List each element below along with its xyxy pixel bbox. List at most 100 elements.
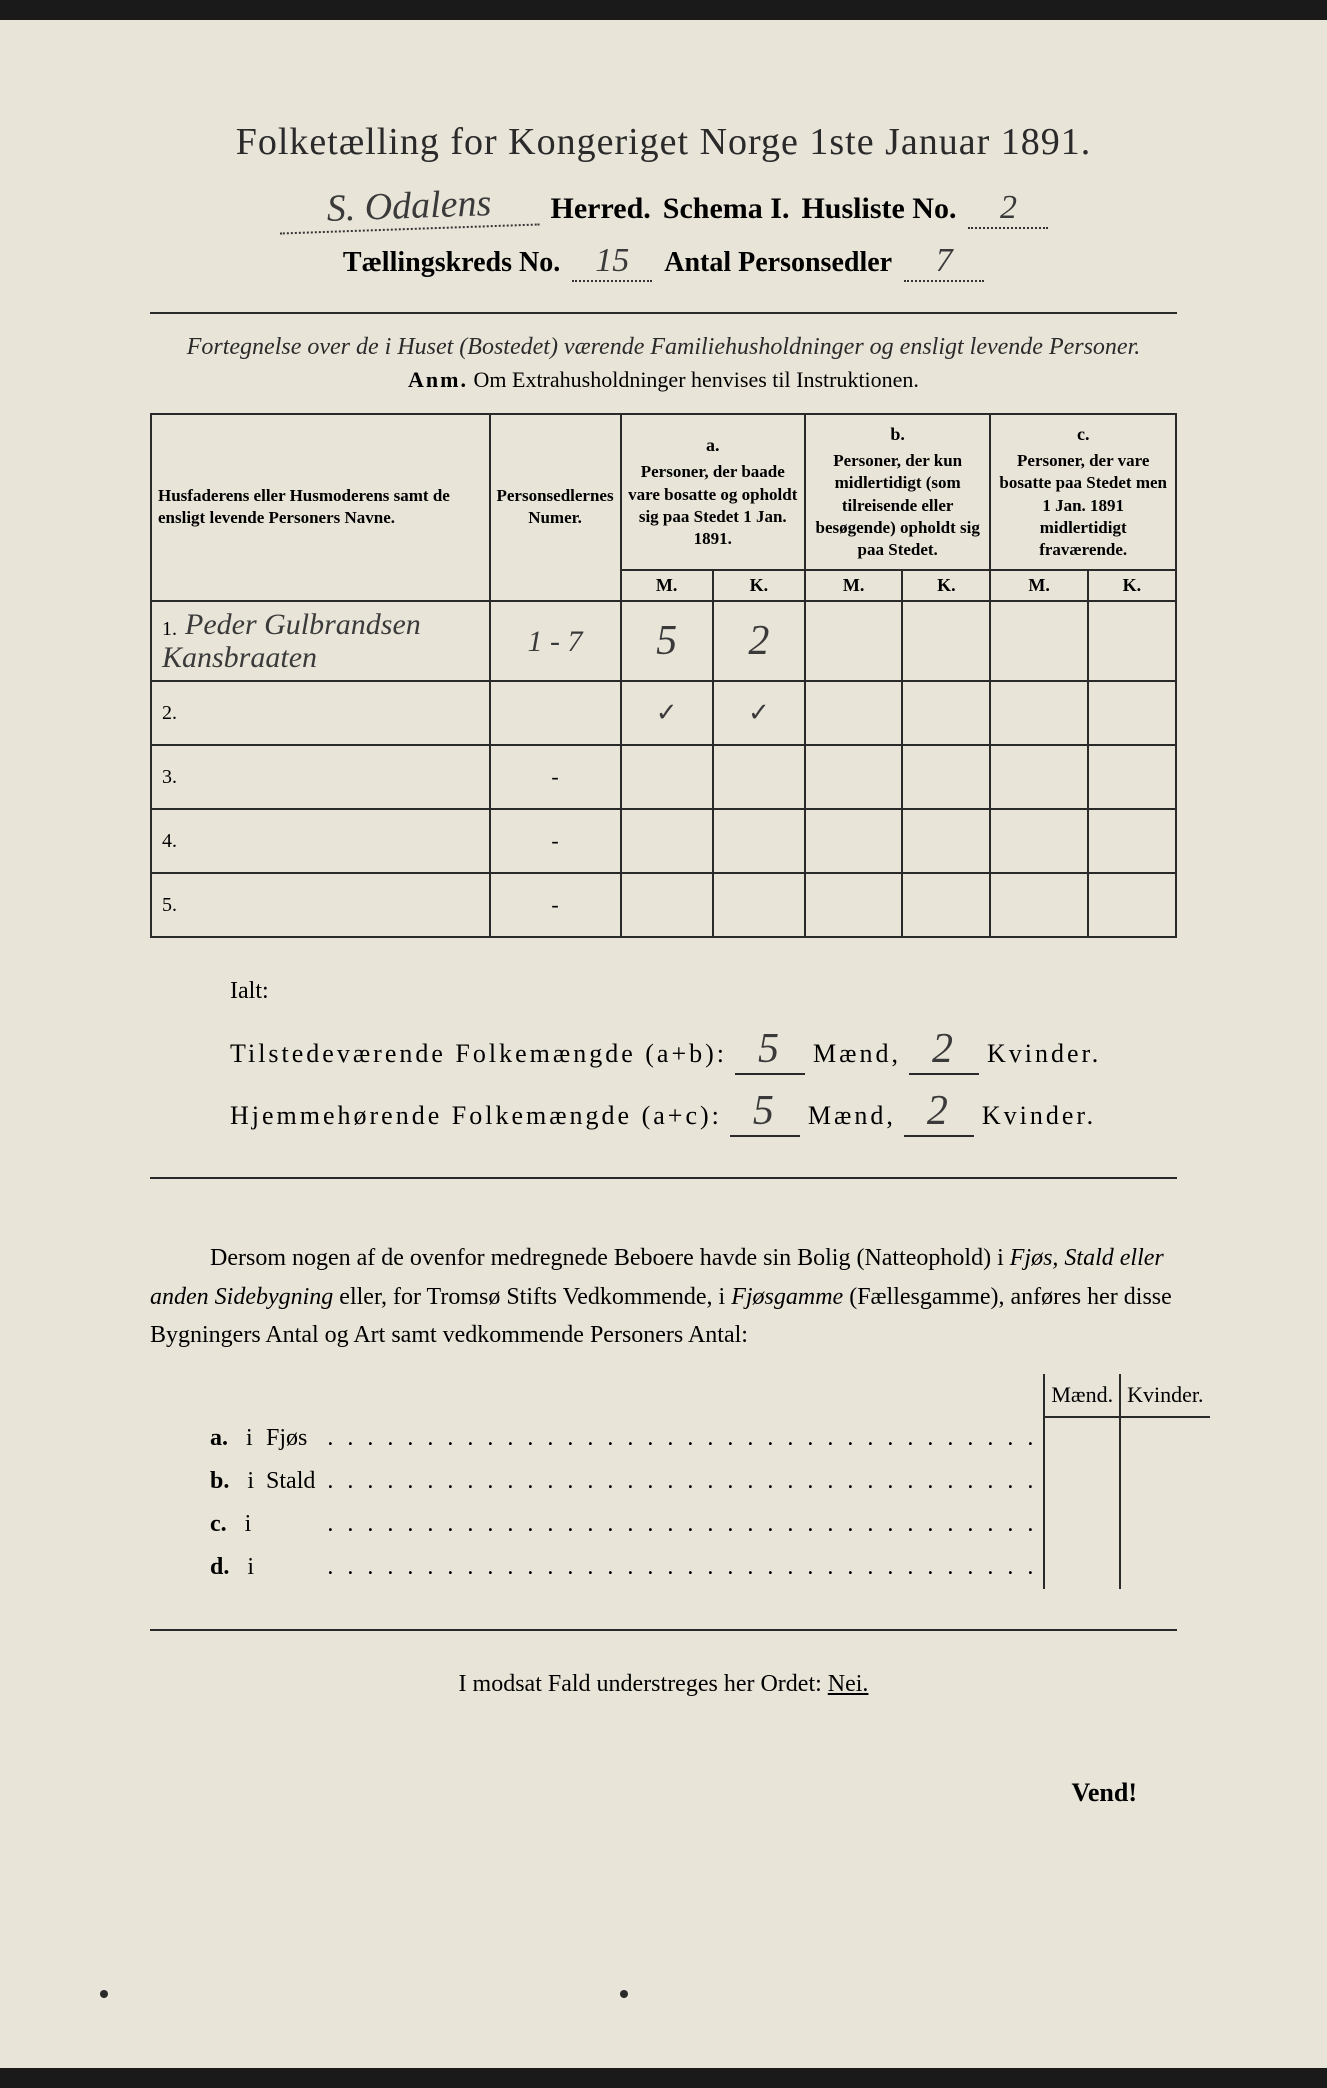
col-c-k: K. [1088,570,1176,601]
col-b-m: M. [805,570,902,601]
kvinder-label-2: Kvinder. [982,1101,1096,1131]
sedler-cell: - [490,873,621,937]
building-m [1044,1460,1120,1503]
col-names-text: Husfaderens eller Husmoderens samt de en… [158,486,450,527]
header-row-2: Tællingskreds No. 15 Antal Personsedler … [150,242,1177,282]
ink-dot [100,1990,108,1998]
building-dots: . . . . . . . . . . . . . . . . . . . . … [321,1503,1044,1546]
col-c-text: Personer, der vare bosatte paa Stedet me… [999,451,1167,558]
col-b-label: b. [812,423,983,450]
tilstede-m: 5 [735,1025,805,1075]
building-k [1120,1417,1209,1460]
building-row: a. i Fjøs . . . . . . . . . . . . . . . … [150,1417,1210,1460]
c-m-cell [990,745,1087,809]
husliste-label: Husliste No. [801,192,956,226]
c-m-cell [990,809,1087,873]
a-m-cell: 5 [621,601,713,681]
c-k-cell [1088,601,1176,681]
b-m-cell [805,873,902,937]
herred-label: Herred. [551,192,651,226]
footer-pre: I modsat Fald understreges her Ordet: [459,1671,828,1697]
c-m-cell [990,601,1087,681]
col-c-label: c. [997,423,1169,450]
building-row: b. i Stald . . . . . . . . . . . . . . .… [150,1460,1210,1503]
anm-text: Om Extrahusholdninger henvises til Instr… [474,367,919,392]
a-m-cell [621,809,713,873]
a-k-cell [713,745,805,809]
name-cell: 5. [151,873,490,937]
divider-3 [150,1629,1177,1631]
sedler-cell: 1 - 7 [490,601,621,681]
table-row: 2. ✓ ✓ [151,681,1176,745]
table-row: 3. - [151,745,1176,809]
building-paragraph: Dersom nogen af de ovenfor medregnede Be… [150,1239,1177,1354]
b-k-cell [902,681,990,745]
name-cell: 2. [151,681,490,745]
b-k-cell [902,745,990,809]
col-a-m: M. [621,570,713,601]
col-c-m: M. [990,570,1087,601]
herred-value: S. Odalens [278,179,539,234]
name-cell: 4. [151,809,490,873]
c-m-cell [990,681,1087,745]
maend-label: Mænd, [813,1039,901,1069]
hjemme-row: Hjemmehørende Folkemængde (a+c): 5 Mænd,… [150,1087,1177,1137]
tilstede-label: Tilstedeværende Folkemængde (a+b): [230,1039,727,1069]
building-type [260,1546,321,1589]
col-c-header: c. Personer, der vare bosatte paa Stedet… [990,414,1176,570]
col-a-text: Personer, der baade vare bosatte og opho… [628,462,797,547]
col-numer-header: Personsedlernes Numer. [490,414,621,601]
para-3: eller, for Tromsø Stifts Vedkommende, i [333,1284,731,1310]
a-k-cell: 2 [713,601,805,681]
sedler-cell: - [490,745,621,809]
vend-label: Vend! [150,1778,1177,1808]
a-k-cell [713,809,805,873]
col-a-header: a. Personer, der baade vare bosatte og o… [621,414,805,570]
schema-label: Schema I. [663,192,790,226]
hjemme-label: Hjemmehørende Folkemængde (a+c): [230,1101,722,1131]
c-m-cell [990,873,1087,937]
b-m-cell [805,745,902,809]
building-maend-header: Mænd. [1044,1374,1120,1417]
building-label: b. i [150,1460,260,1503]
building-label: a. i [150,1417,260,1460]
building-m [1044,1546,1120,1589]
building-dots: . . . . . . . . . . . . . . . . . . . . … [321,1460,1044,1503]
divider-2 [150,1177,1177,1179]
sedler-cell: - [490,809,621,873]
c-k-cell [1088,809,1176,873]
col-b-k: K. [902,570,990,601]
building-label: c. i [150,1503,260,1546]
a-m-cell: ✓ [621,681,713,745]
a-m-cell [621,873,713,937]
maend-label-2: Mænd, [808,1101,896,1131]
col-b-header: b. Personer, der kun midlertidigt (som t… [805,414,990,570]
sedler-cell [490,681,621,745]
footer-line: I modsat Fald understreges her Ordet: Ne… [150,1671,1177,1698]
tilstede-k: 2 [909,1025,979,1075]
header-row-1: S. Odalens Herred. Schema I. Husliste No… [150,184,1177,230]
para-1: Dersom nogen af de ovenfor medregnede Be… [210,1245,1010,1271]
building-row: c. i . . . . . . . . . . . . . . . . . .… [150,1503,1210,1546]
name-cell: 1.Peder Gulbrandsen Kansbraaten [151,601,490,681]
building-label: d. i [150,1546,260,1589]
col-names-header: Husfaderens eller Husmoderens samt de en… [151,414,490,601]
building-k [1120,1503,1209,1546]
page-title: Folketælling for Kongeriget Norge 1ste J… [150,120,1177,164]
husliste-value: 2 [968,189,1048,229]
ink-dot [620,1990,628,1998]
building-k [1120,1546,1209,1589]
b-m-cell [805,809,902,873]
divider-1 [150,312,1177,314]
col-a-k: K. [713,570,805,601]
building-type: Stald [260,1460,321,1503]
table-row: 4. - [151,809,1176,873]
page-content: Folketælling for Kongeriget Norge 1ste J… [100,80,1227,1848]
c-k-cell [1088,681,1176,745]
a-k-cell [713,873,805,937]
b-m-cell [805,681,902,745]
building-row: d. i . . . . . . . . . . . . . . . . . .… [150,1546,1210,1589]
building-type [260,1503,321,1546]
building-dots: . . . . . . . . . . . . . . . . . . . . … [321,1417,1044,1460]
document-page: Folketælling for Kongeriget Norge 1ste J… [0,20,1327,2068]
